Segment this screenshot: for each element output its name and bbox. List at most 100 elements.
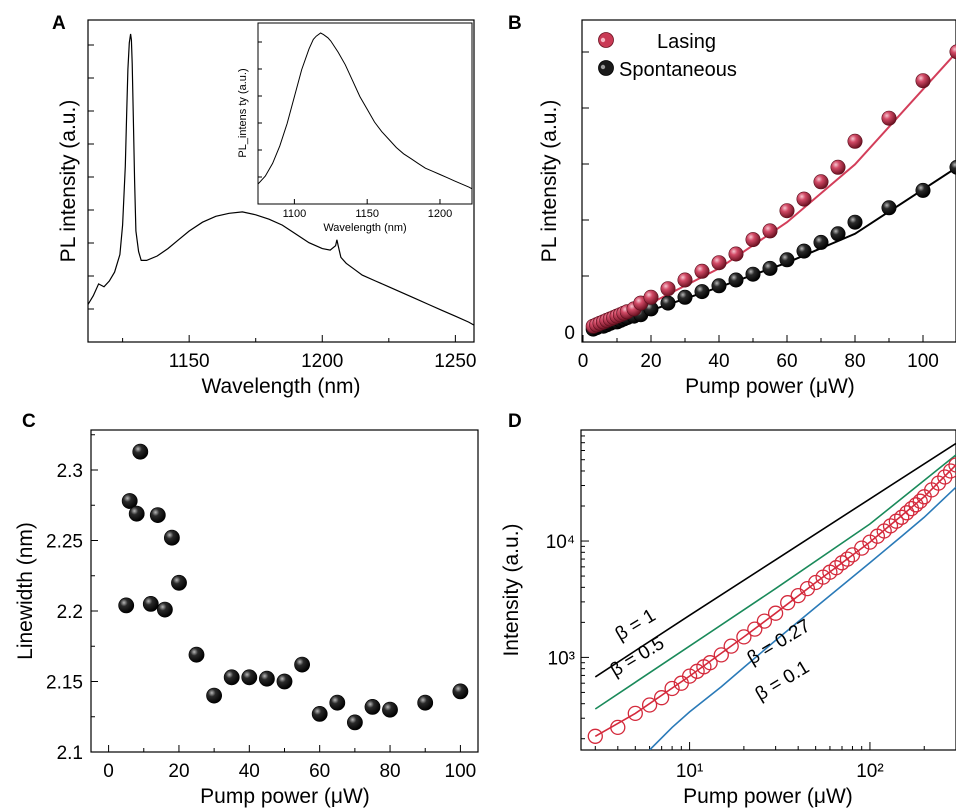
panel-b-point-spontaneous bbox=[813, 234, 829, 250]
panel-d-data-point bbox=[641, 697, 658, 713]
panel-b-point-spontaneous bbox=[915, 182, 931, 198]
panel-b-x-tick-label: 40 bbox=[708, 351, 729, 372]
legend-label-lasing: Lasing bbox=[657, 31, 716, 53]
panel-c-point bbox=[171, 574, 187, 591]
panel-b-point-lasing bbox=[660, 281, 676, 297]
panel-d-data-point bbox=[713, 647, 729, 663]
panel-c-point bbox=[163, 529, 180, 546]
panel-b-fit-lasing bbox=[589, 51, 956, 332]
panel-d-data-point bbox=[948, 457, 956, 473]
panel-b-x-tick-label: 80 bbox=[844, 351, 865, 372]
panel-d-y-tick-label: 10⁴ bbox=[546, 532, 575, 553]
panel-b-frame bbox=[581, 19, 956, 343]
panel-c-point bbox=[241, 669, 258, 686]
panel-d-curve bbox=[649, 486, 956, 750]
panel-b-point-spontaneous bbox=[779, 252, 795, 268]
panel-b-point-spontaneous bbox=[694, 284, 710, 300]
panel-b-point-lasing bbox=[881, 110, 897, 126]
panel-c-y-tick-label: 2.15 bbox=[46, 673, 83, 694]
panel-b-x-tick-label: 20 bbox=[640, 351, 661, 372]
panel-c-ticks: 0 20 40 60 80 100 2.1 2.15 2.2 2.25 2.3 bbox=[46, 434, 477, 782]
panel-b-point-lasing bbox=[728, 246, 744, 262]
panel-c-point bbox=[364, 699, 381, 715]
panel-d-ticks: 10¹ 10² 10³ 10⁴ bbox=[546, 435, 956, 782]
panel-a-x-axis-title: Wavelength (nm) bbox=[201, 375, 360, 398]
panel-d-data-point bbox=[903, 500, 920, 517]
panel-d-data-point bbox=[723, 638, 739, 654]
panel-a-inset-x-tick-label: 1200 bbox=[428, 208, 452, 220]
panel-b-point-lasing bbox=[847, 133, 863, 149]
panel-b-point-spontaneous bbox=[762, 260, 778, 276]
panel-d-y-axis-title: Intensity (a.u.) bbox=[500, 523, 523, 656]
panel-c-point bbox=[149, 507, 166, 523]
panel-d-data-point bbox=[834, 555, 850, 571]
panel-a-inset-x-tick-label: 1100 bbox=[283, 208, 307, 220]
legend-marker-spontaneous-highlight bbox=[600, 64, 606, 70]
panel-d-curves bbox=[594, 442, 956, 750]
panel-a-inset-y-axis-title: PL_intens ty (a.u.) bbox=[237, 68, 249, 157]
panel-d-data-point bbox=[681, 668, 698, 684]
panel-d-x-tick-label: 10¹ bbox=[676, 761, 703, 782]
panel-b-point-lasing bbox=[643, 289, 659, 305]
panel-c-point bbox=[258, 670, 275, 687]
panel-d-data-point bbox=[839, 551, 856, 567]
panel-b-point-spontaneous bbox=[660, 295, 676, 311]
panel-letter-d: D bbox=[508, 411, 522, 432]
panel-b-point-lasing bbox=[694, 263, 710, 279]
panel-d-data-point bbox=[799, 580, 816, 597]
panel-d-data-point bbox=[937, 469, 953, 485]
panel-d-data-point bbox=[854, 540, 870, 556]
panel-d-x-tick-label: 10² bbox=[856, 761, 883, 782]
panel-b-point-spontaneous bbox=[949, 159, 956, 175]
panel-b-point-lasing bbox=[813, 174, 829, 190]
panel-d-data-point bbox=[942, 463, 956, 479]
panel-b-point-lasing bbox=[796, 191, 812, 207]
panel-c-point bbox=[382, 701, 398, 718]
panel-c-point bbox=[223, 669, 240, 686]
panel-b-y-tick-label: 0 bbox=[564, 323, 575, 344]
panel-d-data-point bbox=[736, 629, 752, 645]
panel-b-x-tick-label: 60 bbox=[776, 351, 797, 372]
panel-b-point-spontaneous bbox=[745, 266, 761, 282]
panel-letter-c: C bbox=[22, 411, 36, 432]
panel-c-x-tick-label: 80 bbox=[379, 761, 400, 782]
legend-marker-lasing-highlight bbox=[600, 37, 606, 43]
panel-c-point bbox=[128, 505, 145, 522]
panel-b-point-lasing bbox=[949, 44, 956, 60]
panel-a-spectrum-chart: 1150 1200 1250 Wavelength (nm) PL intensit… bbox=[57, 19, 477, 398]
panel-d-data-point bbox=[908, 497, 924, 513]
panel-d-data-point bbox=[747, 621, 763, 637]
panel-d-data-point bbox=[767, 605, 784, 621]
panel-letter-b: B bbox=[508, 13, 522, 34]
panel-c-point bbox=[417, 694, 434, 711]
legend-marker-spontaneous bbox=[598, 60, 614, 76]
panel-d-data-point bbox=[912, 493, 928, 509]
panel-c-linewidth-chart: 0 20 40 60 80 100 2.1 2.15 2.2 2.25 2.3 Pump power… bbox=[14, 429, 479, 808]
legend-marker-lasing bbox=[598, 32, 614, 48]
panel-b-point-spontaneous bbox=[711, 278, 727, 294]
panel-d-points bbox=[587, 457, 956, 744]
panel-c-points bbox=[118, 443, 469, 731]
panel-c-x-tick-label: 100 bbox=[445, 761, 477, 782]
panel-b-point-spontaneous bbox=[830, 226, 846, 242]
panel-c-point bbox=[156, 601, 173, 618]
panel-b-x-axis-title: Pump power (μW) bbox=[685, 375, 855, 398]
panel-d-data-point bbox=[587, 728, 603, 744]
panel-d-data-point bbox=[882, 518, 899, 534]
panel-b-ticks: 0 20 40 60 80 100 0 bbox=[564, 51, 939, 372]
panel-a-y-axis-title: PL intensity (a.u.) bbox=[57, 100, 80, 263]
panel-b-power-chart: 0 20 40 60 80 100 0 Lasing Spontaneous Pump po… bbox=[538, 19, 956, 398]
panel-a-inset-ticks: 1100 1150 1200 bbox=[258, 41, 452, 220]
panel-d-data-point bbox=[888, 513, 904, 529]
panel-b-point-lasing bbox=[915, 73, 931, 89]
panel-d-frame bbox=[580, 429, 956, 751]
panel-d-data-point bbox=[899, 505, 915, 521]
panel-d-y-tick-label: 10³ bbox=[548, 648, 575, 669]
panel-d-curve bbox=[594, 442, 956, 678]
panel-b-points bbox=[585, 44, 956, 337]
panel-a-frame bbox=[87, 19, 475, 343]
panel-c-y-tick-label: 2.25 bbox=[46, 532, 83, 553]
panel-c-point bbox=[206, 687, 222, 704]
